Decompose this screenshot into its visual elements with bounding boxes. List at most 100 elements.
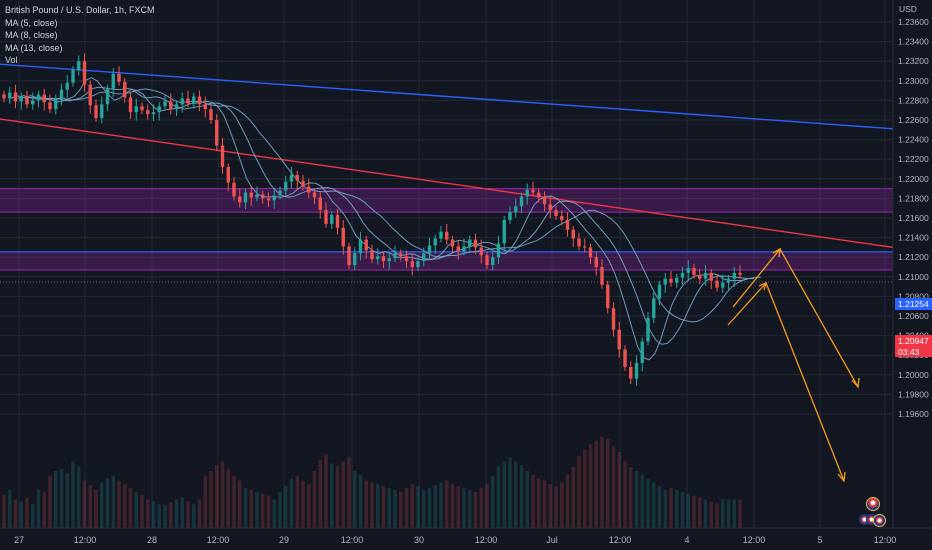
candle-body: [111, 73, 115, 89]
time-tick-label: 5: [817, 535, 822, 545]
candle-body: [422, 253, 426, 262]
candle-body: [226, 167, 230, 183]
upper-supply-zone: [0, 188, 893, 213]
volume-bar: [249, 490, 253, 528]
candle-body: [600, 267, 604, 285]
volume-bar: [335, 466, 340, 528]
candle-body: [123, 81, 127, 98]
candle-body: [105, 88, 110, 105]
candle-body: [387, 258, 391, 262]
trend-lines: [0, 63, 894, 249]
volume-bar: [364, 480, 368, 528]
volume-bar: [663, 490, 667, 528]
price-tick-label: 1.20800: [898, 291, 929, 301]
candle-body: [215, 120, 219, 146]
candle-body: [473, 239, 478, 248]
volume-bar: [588, 444, 593, 528]
volume-bar: [347, 456, 351, 528]
time-tick-label: 4: [684, 535, 689, 545]
volume-bar: [611, 446, 616, 528]
candle-body: [485, 255, 489, 266]
volume-bar: [197, 499, 202, 528]
volume-bar: [623, 461, 627, 528]
candle-body: [629, 366, 633, 379]
candle-body: [548, 204, 552, 211]
candle-body: [709, 272, 713, 281]
volume-bar: [542, 480, 547, 528]
volume-bar: [634, 471, 639, 528]
candle-body: [537, 192, 541, 198]
volume-bar: [19, 501, 23, 528]
candle-body: [370, 250, 374, 260]
price-tick-label: 1.22000: [898, 174, 929, 184]
candle-body: [197, 96, 202, 105]
ma-line-8: [17, 86, 754, 345]
volume-bar: [450, 484, 455, 528]
candle-body: [157, 106, 161, 113]
legend-volume[interactable]: Vol: [5, 55, 18, 65]
flag-uk-icon[interactable]: [859, 514, 870, 525]
volume-bar: [65, 472, 69, 528]
volume-bar: [140, 494, 144, 528]
volume-bar: [404, 488, 409, 528]
price-tick-label: 1.21800: [898, 193, 929, 203]
volume-bar: [594, 440, 598, 528]
volume-bar: [721, 499, 725, 528]
volume-bar: [393, 490, 397, 528]
candle-body: [25, 96, 29, 105]
volume-bar: [203, 475, 207, 528]
candle-body: [278, 190, 282, 196]
volume-bar: [692, 495, 696, 528]
volume-bar: [88, 485, 92, 528]
volume-bar: [318, 459, 322, 528]
candle-body: [180, 98, 184, 105]
time-tick-label: 12:00: [874, 535, 897, 545]
ma-line-13: [24, 88, 761, 323]
arrowhead-a-down: [851, 377, 860, 389]
candle-body: [519, 196, 524, 207]
legend-symbol[interactable]: British Pound / U.S. Dollar, 1h, FXCM: [5, 5, 155, 15]
volume-bar: [675, 490, 679, 528]
volume-bar: [491, 475, 495, 528]
legend-ma-8[interactable]: MA (8, close): [5, 30, 58, 40]
candle-body: [399, 253, 403, 257]
candle-body: [427, 245, 432, 254]
flag-gb-icon[interactable]: [866, 514, 877, 525]
candle-body: [652, 298, 656, 318]
volume-bar: [732, 499, 736, 528]
price-tick-label: 1.19600: [898, 409, 929, 419]
projection-arrows: [727, 247, 860, 483]
candle-body: [335, 215, 340, 228]
candle-body: [726, 278, 731, 283]
candle-body: [140, 106, 144, 111]
candle-body: [479, 247, 483, 256]
volume-bar: [473, 491, 478, 528]
current-price-label: 1.20947: [898, 336, 929, 346]
time-tick-label: 30: [414, 535, 424, 545]
candle-body: [445, 231, 449, 240]
candle-body: [295, 174, 299, 181]
volume-bar: [243, 488, 248, 528]
volume-bar: [709, 501, 713, 528]
legend-ma-13[interactable]: MA (13, close): [5, 42, 63, 53]
candle-body: [249, 192, 253, 198]
candle-body: [272, 195, 276, 201]
candle-body: [617, 329, 621, 350]
candle-body: [531, 189, 535, 193]
volume-bar: [238, 480, 242, 528]
candle-body: [514, 206, 518, 213]
volume-bar: [686, 493, 690, 528]
legend-ma-5[interactable]: MA (5, close): [5, 17, 58, 28]
volume-bar: [8, 490, 12, 528]
price-tick-label: 1.21200: [898, 252, 929, 262]
arrowhead-b-up: [758, 281, 768, 291]
flag-us-icon[interactable]: [866, 497, 880, 511]
candle-body: [686, 267, 690, 273]
volume-bar: [105, 478, 110, 528]
volume-bar: [2, 494, 6, 528]
candle-body: [307, 186, 311, 193]
volume-bar: [525, 471, 529, 528]
flag-us-small-icon[interactable]: [873, 514, 886, 527]
volume-bar: [232, 475, 236, 528]
